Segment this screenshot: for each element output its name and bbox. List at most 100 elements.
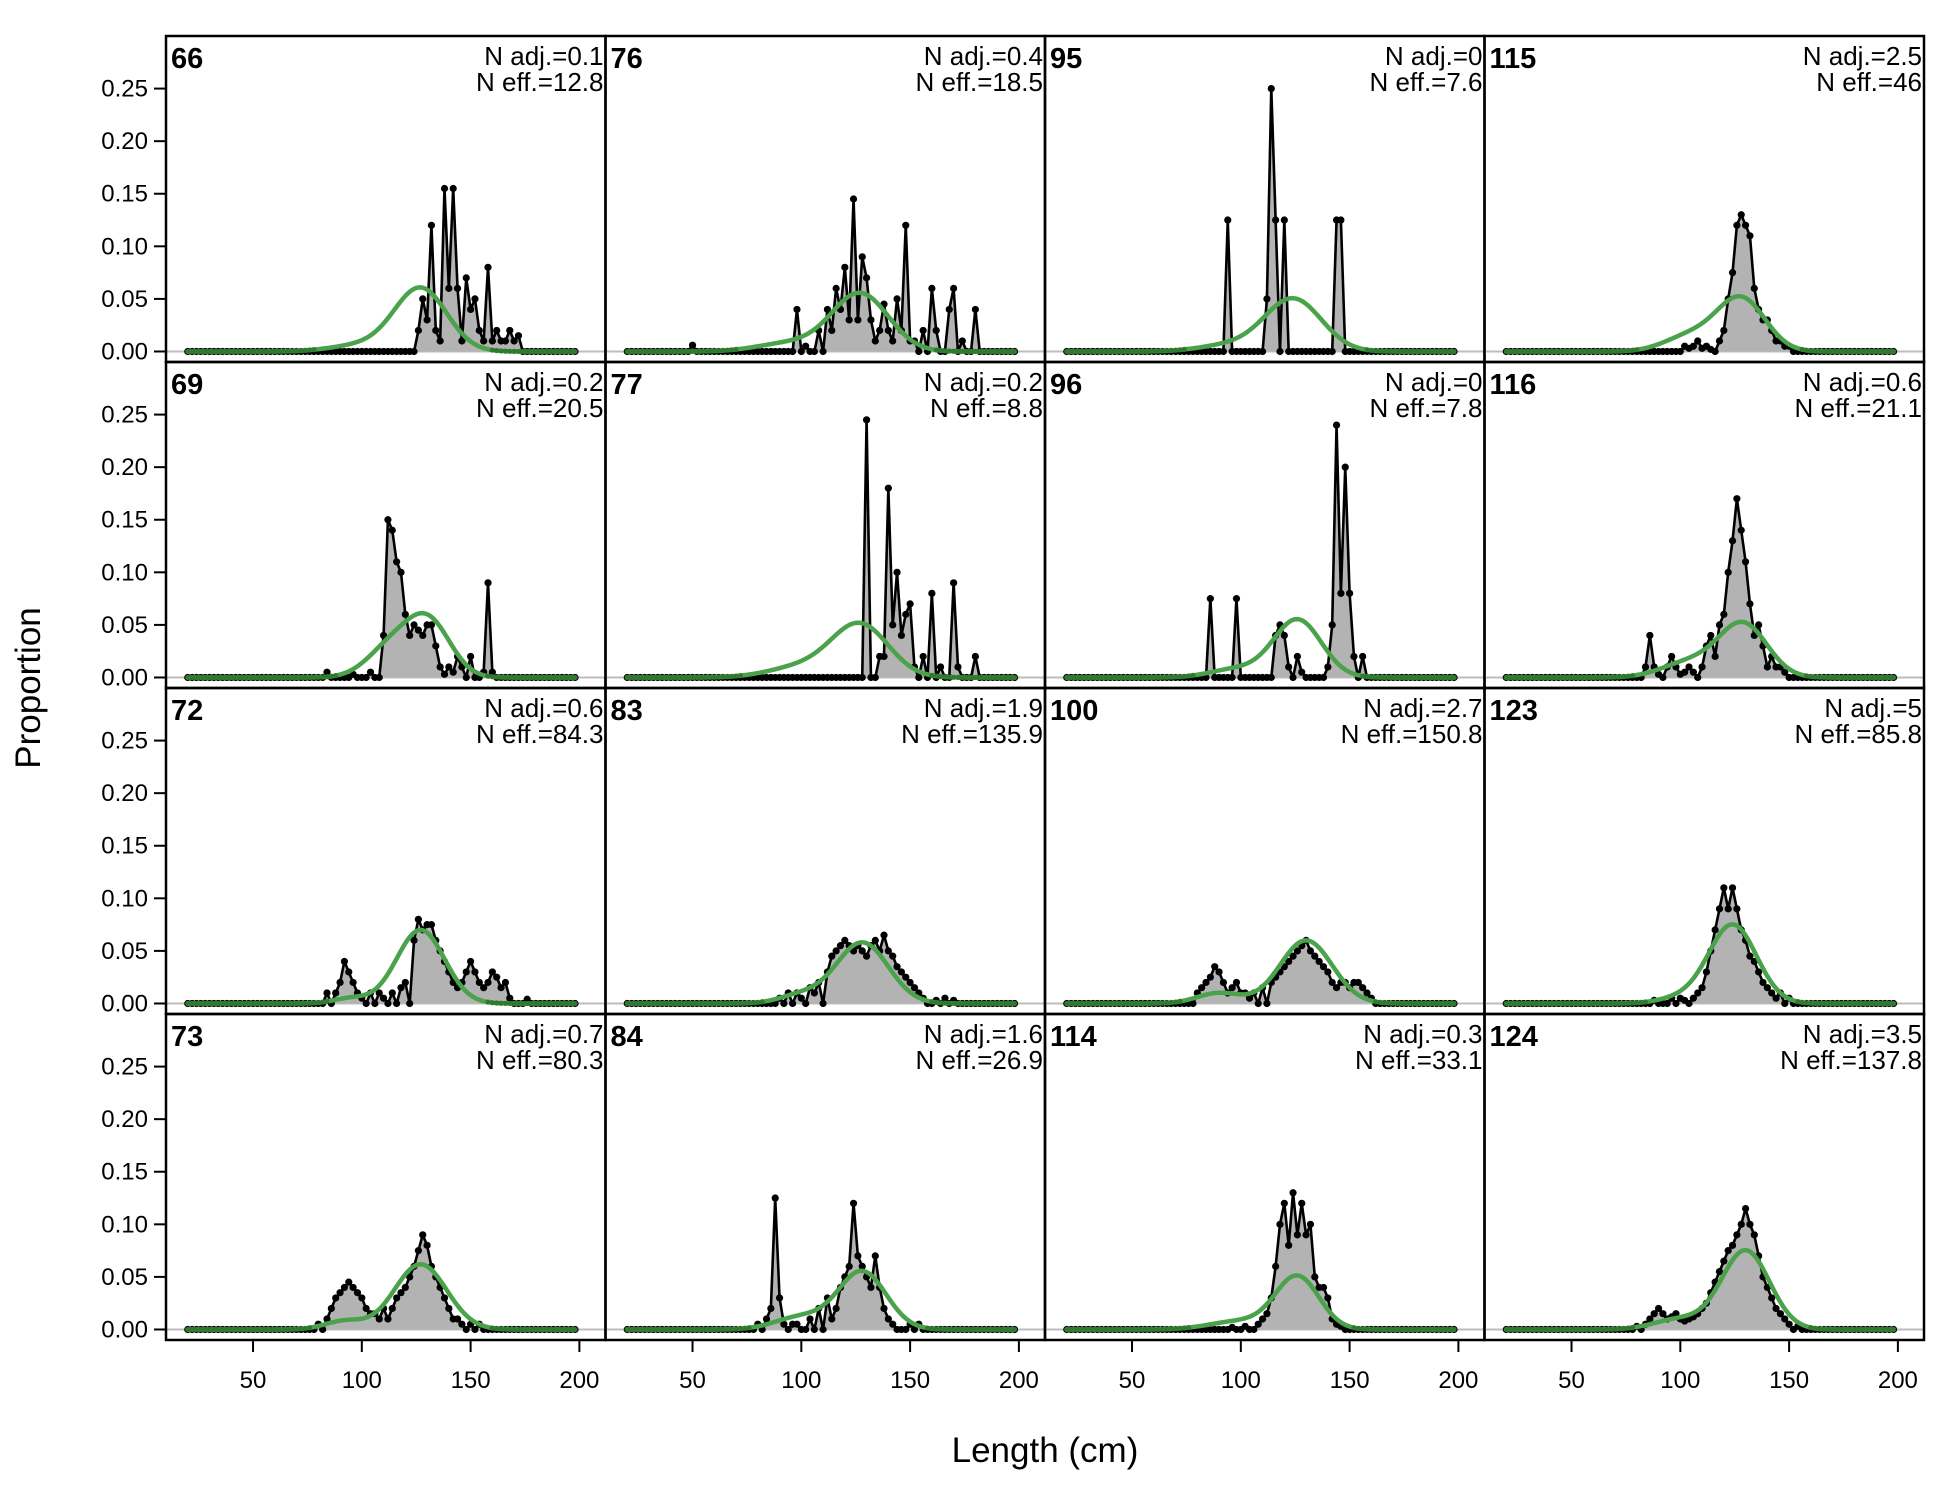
- expected-point: [737, 1000, 743, 1006]
- observed-point: [345, 1278, 353, 1286]
- expected-point: [1159, 1000, 1166, 1006]
- expected-point: [729, 1000, 735, 1007]
- expected-point: [263, 1326, 269, 1333]
- expected-point: [1821, 1000, 1827, 1007]
- expected-point: [1838, 674, 1844, 681]
- expected-point: [1172, 999, 1179, 1005]
- observed-point: [510, 337, 518, 345]
- observed-point: [388, 526, 396, 534]
- expected-point: [702, 1326, 709, 1333]
- n-adj-label: N adj.=0.3: [1363, 1019, 1482, 1049]
- expected-point: [720, 1326, 726, 1332]
- observed-point: [1206, 973, 1214, 981]
- expected-point: [1120, 1000, 1126, 1007]
- expected-point: [1551, 348, 1557, 355]
- expected-point: [494, 674, 500, 680]
- expected-point: [994, 1000, 1000, 1007]
- expected-point: [1077, 348, 1083, 355]
- panel-plot-area: [166, 516, 606, 682]
- observed-point: [440, 1294, 449, 1302]
- expected-point: [1864, 348, 1871, 355]
- expected-point: [280, 348, 287, 354]
- expected-point: [929, 999, 935, 1005]
- expected-point: [1394, 1326, 1401, 1333]
- expected-point: [655, 1000, 661, 1007]
- expected-point: [1442, 348, 1448, 355]
- expected-point: [502, 1326, 509, 1332]
- expected-point: [698, 1000, 704, 1007]
- expected-point: [550, 348, 556, 355]
- expected-point: [189, 674, 195, 681]
- observed-point: [836, 942, 845, 950]
- observed-point: [375, 673, 383, 682]
- expected-point: [1830, 674, 1836, 681]
- observed-point: [332, 1294, 340, 1302]
- expected-point: [972, 1326, 978, 1333]
- expected-point: [1860, 1000, 1866, 1007]
- n-adj-label: N adj.=2.7: [1363, 693, 1482, 723]
- expected-point: [681, 1000, 687, 1007]
- expected-point: [1007, 1326, 1013, 1333]
- observed-point: [1711, 652, 1719, 661]
- expected-point: [202, 348, 208, 355]
- expected-point: [1085, 1000, 1092, 1007]
- expected-point: [237, 348, 243, 355]
- expected-point: [1608, 348, 1614, 354]
- expected-point: [293, 1326, 300, 1332]
- expected-point: [293, 1000, 300, 1007]
- expected-point: [1094, 1326, 1100, 1333]
- expected-point: [1581, 348, 1588, 355]
- expected-point: [1516, 348, 1522, 355]
- observed-point: [928, 284, 936, 292]
- expected-point: [537, 1326, 543, 1333]
- panel-plot-area: [166, 915, 606, 1008]
- expected-point: [946, 1000, 952, 1006]
- panel-label: 100: [1050, 695, 1098, 727]
- observed-point: [1715, 905, 1724, 913]
- observed-point: [1698, 984, 1706, 992]
- y-tick-label: 0.05: [101, 1264, 148, 1291]
- observed-point: [1763, 663, 1771, 671]
- observed-point: [1359, 984, 1367, 992]
- y-tick-label: 0.25: [101, 1054, 148, 1081]
- expected-point: [1403, 348, 1409, 355]
- y-tick-label: 0.25: [101, 76, 148, 103]
- expected-point: [1503, 1326, 1509, 1333]
- observed-point: [1755, 621, 1763, 629]
- observed-point: [462, 673, 470, 682]
- expected-point: [1551, 1326, 1557, 1333]
- expected-point: [246, 348, 252, 355]
- expected-point: [289, 674, 295, 681]
- expected-point: [1360, 673, 1366, 679]
- expected-point: [689, 348, 696, 354]
- expected-point: [959, 1000, 965, 1007]
- expected-point: [1616, 348, 1622, 354]
- observed-point: [958, 337, 966, 345]
- expected-point: [720, 347, 726, 354]
- expected-point: [1886, 674, 1892, 681]
- expected-point: [637, 674, 643, 681]
- expected-point: [1364, 347, 1370, 353]
- expected-point: [672, 1000, 678, 1007]
- expected-point: [1869, 1000, 1875, 1007]
- observed-point: [902, 221, 910, 229]
- y-tick-label: 0.20: [101, 128, 148, 155]
- expected-point: [1416, 348, 1422, 355]
- observed-point: [471, 1325, 479, 1334]
- expected-point: [1838, 1326, 1844, 1333]
- expected-point: [1625, 1000, 1631, 1006]
- observed-point: [419, 295, 427, 303]
- expected-point: [1603, 348, 1609, 355]
- expected-point: [259, 348, 265, 355]
- expected-point: [707, 1000, 713, 1007]
- expected-point: [1072, 348, 1079, 355]
- observed-point: [362, 1304, 370, 1313]
- expected-point: [933, 1326, 939, 1332]
- expected-point: [193, 674, 200, 681]
- expected-point: [1595, 674, 1601, 681]
- observed-point: [902, 1325, 910, 1334]
- expected-point: [633, 348, 639, 355]
- observed-point: [889, 1320, 897, 1328]
- x-tick-label: 200: [559, 1367, 599, 1394]
- observed-point: [1728, 537, 1737, 545]
